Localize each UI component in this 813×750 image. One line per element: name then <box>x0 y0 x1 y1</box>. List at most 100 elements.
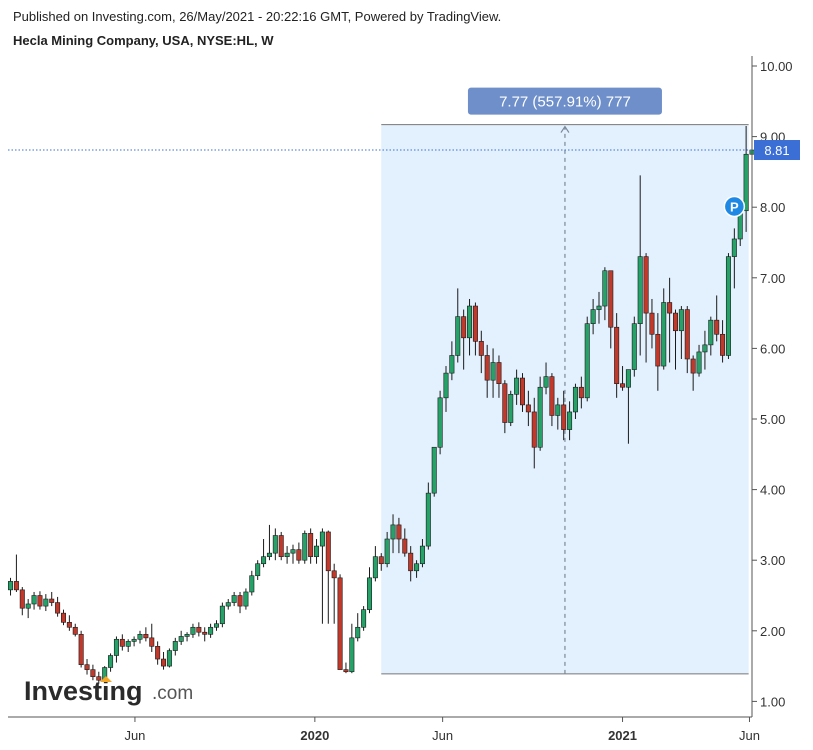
candle-body-up <box>314 545 320 557</box>
candle <box>78 630 84 668</box>
candle <box>231 591 237 607</box>
candle <box>60 609 66 626</box>
candle-body-up <box>572 386 578 413</box>
candle-body-down <box>308 533 314 557</box>
candle <box>608 270 614 349</box>
candle <box>455 288 461 363</box>
candle <box>296 542 302 564</box>
candle-body-down <box>378 556 384 565</box>
candle-body-up <box>696 351 702 374</box>
candle <box>419 539 425 568</box>
candles <box>8 126 755 684</box>
candle-body-up <box>266 552 272 557</box>
candle-body-up <box>225 602 231 607</box>
candle-body-up <box>590 309 596 324</box>
candle <box>584 316 590 402</box>
candle-body-down <box>472 305 478 342</box>
candle-body-down <box>337 577 343 670</box>
candle <box>649 298 655 349</box>
candle <box>396 517 402 554</box>
candle <box>25 599 31 619</box>
candle <box>196 622 202 637</box>
candle-body-up <box>584 323 590 399</box>
candle-body-down <box>690 358 696 374</box>
candle <box>514 369 520 405</box>
candle <box>402 528 408 557</box>
candle <box>66 615 72 631</box>
candle <box>308 528 314 564</box>
candle <box>184 632 190 642</box>
candle <box>667 277 673 363</box>
candle <box>725 253 731 359</box>
candle-body-up <box>449 355 455 374</box>
candle-body-down <box>343 669 349 673</box>
candle-body-down <box>49 598 55 603</box>
candle <box>319 528 325 624</box>
candle-body-up <box>361 609 367 628</box>
logo-domain-text: .com <box>152 683 193 704</box>
candle-body-down <box>525 404 531 413</box>
candle-body-down <box>66 622 72 628</box>
candle-body-down <box>478 341 484 356</box>
candle-body-up <box>349 637 355 673</box>
candle <box>531 397 537 469</box>
candle-body-up <box>602 270 608 307</box>
candle <box>637 175 643 356</box>
p-marker-icon <box>723 195 746 218</box>
candle-body-up <box>725 256 731 356</box>
candle-body-up <box>137 634 143 640</box>
candle <box>202 627 208 642</box>
candle-body-down <box>461 316 467 339</box>
candle-body-down <box>37 595 43 607</box>
candle-body-up <box>419 545 425 565</box>
candle-body-up <box>543 376 549 388</box>
x-tick-label: Jun <box>739 728 760 743</box>
candle <box>625 369 631 444</box>
candle-body-up <box>508 393 514 423</box>
candle <box>13 554 19 592</box>
candle-body-up <box>231 595 237 603</box>
candle <box>366 567 372 614</box>
candle <box>567 401 573 441</box>
candle-body-up <box>261 556 267 565</box>
candle-body-down <box>396 524 402 540</box>
candle <box>290 544 296 564</box>
candle <box>631 316 637 377</box>
candle <box>325 530 331 624</box>
candle-body-up <box>113 638 119 656</box>
candle <box>266 524 272 561</box>
candle <box>549 373 555 427</box>
candle-body-down <box>90 669 96 677</box>
y-tick-label: 2.00 <box>760 624 785 639</box>
candle-body-down <box>331 570 337 579</box>
candle <box>96 671 102 684</box>
candle-body-up <box>625 369 631 388</box>
candle <box>178 630 184 645</box>
axes: 10.009.008.007.006.005.004.003.002.001.0… <box>8 56 793 743</box>
candle-body-up <box>731 238 737 257</box>
candle <box>743 126 749 232</box>
candle <box>55 596 61 617</box>
candle <box>484 344 490 398</box>
candle-body-up <box>249 575 255 593</box>
candle-body-down <box>196 626 202 633</box>
candle <box>384 531 390 568</box>
candle-body-up <box>208 626 214 635</box>
candle-body-up <box>319 531 325 547</box>
candle <box>578 376 584 409</box>
candle <box>414 560 420 578</box>
candle <box>478 330 484 374</box>
x-tick-label: 2021 <box>608 728 637 743</box>
candle-body-down <box>278 535 284 557</box>
candle-body-down <box>119 638 125 647</box>
candle <box>678 306 684 359</box>
candle <box>655 313 661 391</box>
candle-body-up <box>255 563 261 577</box>
candle <box>620 366 626 391</box>
candle <box>131 636 137 647</box>
candle-body-up <box>384 538 390 565</box>
candle <box>602 267 608 321</box>
candle <box>149 623 155 652</box>
candle-body-down <box>578 386 584 399</box>
